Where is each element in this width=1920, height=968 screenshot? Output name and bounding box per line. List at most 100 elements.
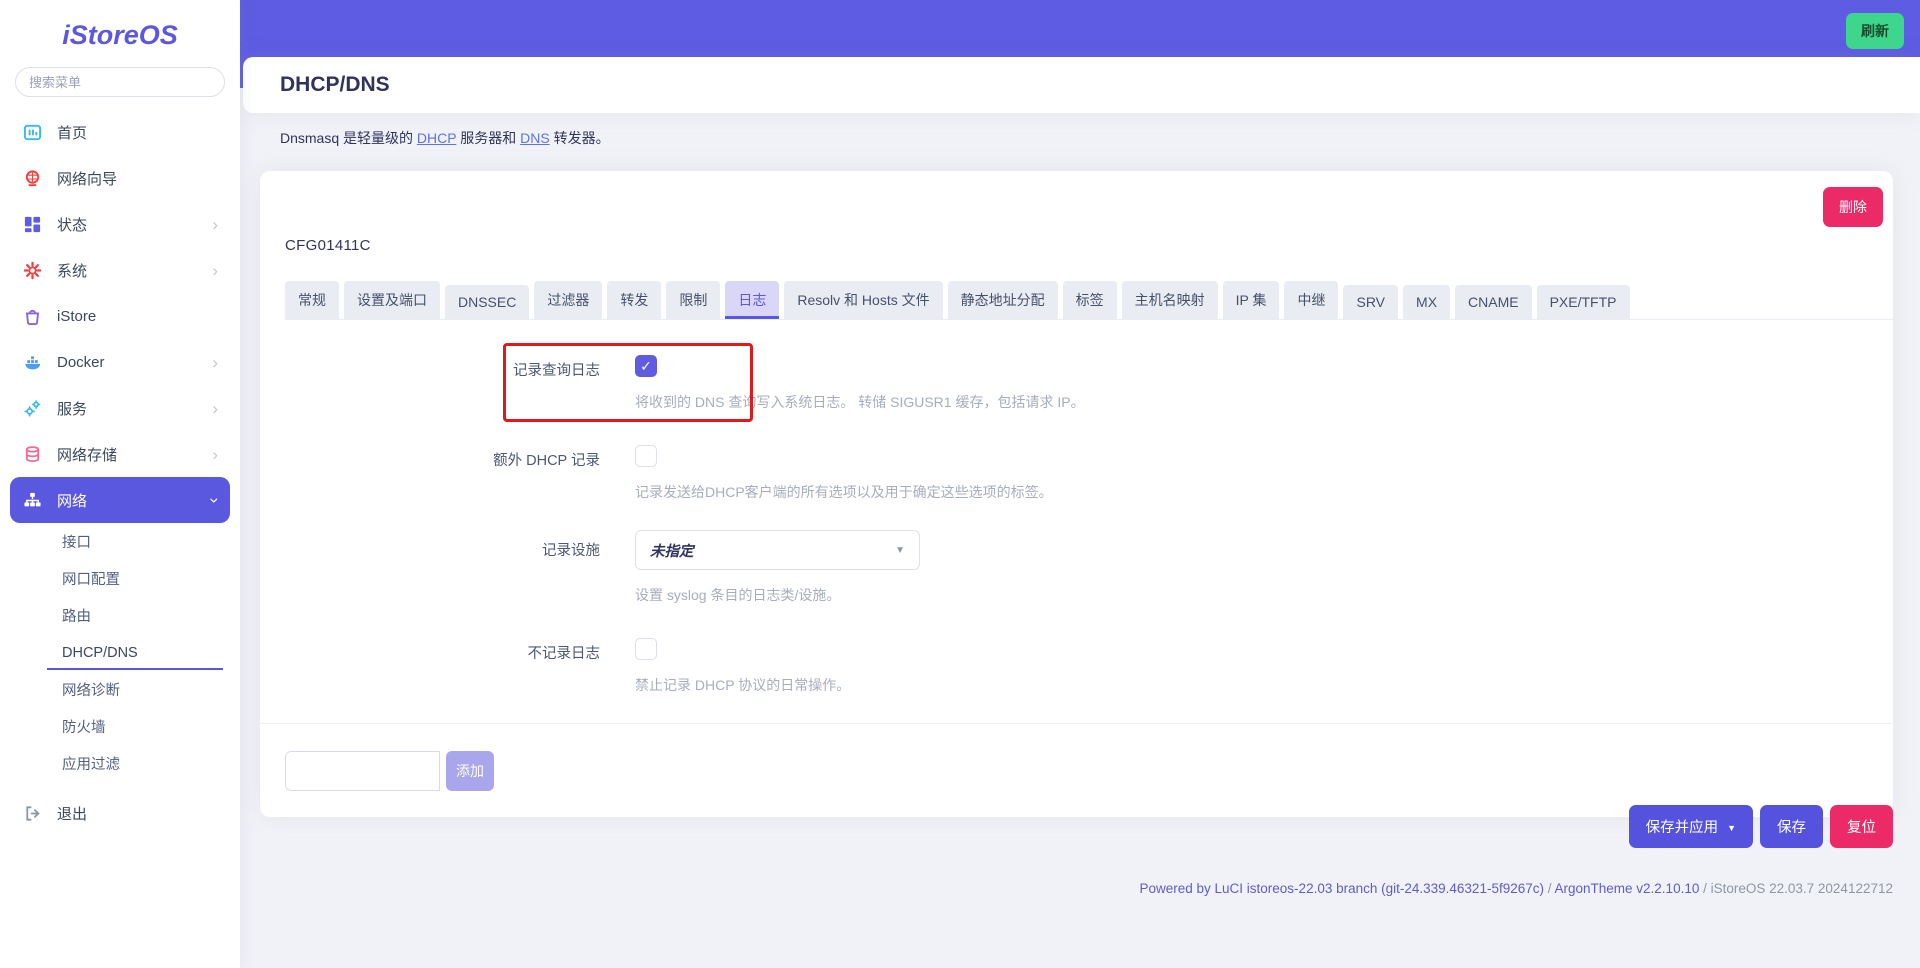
save-apply-button[interactable]: 保存并应用 ▼ [1628, 805, 1753, 848]
sidebar-item-label: Docker [57, 353, 105, 371]
sidebar-item-label: 首页 [57, 124, 88, 142]
sidebar-item-label: 网络 [57, 492, 88, 510]
tab-dnssec[interactable]: DNSSEC [445, 285, 530, 319]
add-section: 添加 [260, 723, 1893, 791]
delete-button[interactable]: 删除 [1823, 187, 1883, 227]
tab-limits[interactable]: 限制 [666, 281, 721, 319]
chevron-right-icon: › [212, 260, 218, 280]
sidebar-item-label: 服务 [57, 400, 88, 418]
dns-link[interactable]: DNS [520, 130, 550, 146]
sidebar-item-network-storage[interactable]: 网络存储 › [10, 431, 230, 477]
tab-pxe-tftp[interactable]: PXE/TFTP [1536, 285, 1630, 319]
sidebar-item-network[interactable]: 网络 › [10, 477, 230, 523]
sidebar-item-istore[interactable]: iStore [10, 293, 230, 339]
sidebar-item-label: 状态 [57, 216, 88, 234]
app-logo: iStoreOS [62, 20, 178, 50]
intro-text: Dnsmasq 是轻量级的 [280, 130, 417, 146]
tab-relay[interactable]: 中继 [1284, 281, 1339, 319]
tab-log[interactable]: 日志 [725, 281, 780, 319]
tab-forward[interactable]: 转发 [607, 281, 662, 319]
chevron-right-icon: › [212, 352, 218, 372]
tab-settings-ports[interactable]: 设置及端口 [344, 281, 440, 319]
sidebar-item-label: 网络存储 [57, 446, 118, 464]
sidebar-item-docker[interactable]: Docker › [10, 339, 230, 385]
caret-down-icon: ▼ [1727, 823, 1736, 834]
sidebar-item-label: 系统 [57, 262, 88, 280]
sidebar-subitem-app-filter[interactable]: 应用过滤 [62, 757, 120, 773]
database-icon [22, 444, 42, 464]
field-description: 将收到的 DNS 查询写入系统日志。 转储 SIGUSR1 缓存，包括请求 IP… [635, 394, 1085, 410]
refresh-button[interactable]: 刷新 [1846, 13, 1904, 49]
sidebar-subitem-firewall[interactable]: 防火墙 [62, 720, 106, 736]
checkmark-icon: ✓ [640, 357, 652, 374]
field-label: 记录设施 [542, 543, 600, 559]
sidebar-item-services[interactable]: 服务 › [10, 385, 230, 431]
tab-ip-sets[interactable]: IP 集 [1222, 281, 1280, 319]
luci-version-link[interactable]: Powered by LuCI istoreos-22.03 branch (g… [1139, 881, 1544, 896]
save-apply-label: 保存并应用 [1645, 820, 1719, 836]
form-row-log-queries: 记录查询日志 ✓ 将收到的 DNS 查询写入系统日志。 转储 SIGUSR1 缓… [285, 350, 1893, 412]
menu-search-input[interactable] [15, 67, 225, 97]
tab-cname[interactable]: CNAME [1455, 285, 1532, 319]
form-row-quiet-dhcp: 不记录日志 ✓ 禁止记录 DHCP 协议的日常操作。 [285, 633, 1893, 695]
sidebar-subitem-dhcp-dns[interactable]: DHCP/DNS [0, 634, 240, 671]
sidebar-subitem-routes[interactable]: 路由 [62, 609, 91, 625]
intro-text: 转发器。 [549, 130, 610, 146]
action-button-bar: 保存并应用 ▼ 保存 复位 [1628, 805, 1893, 848]
log-facility-select[interactable]: 未指定 ▼ [635, 530, 920, 570]
tab-mx[interactable]: MX [1403, 285, 1451, 319]
chevron-right-icon: › [212, 444, 218, 464]
chevron-down-icon: › [205, 497, 225, 503]
page-title: DHCP/DNS [280, 73, 390, 96]
extra-dhcp-log-checkbox[interactable]: ✓ [635, 445, 657, 467]
reset-button[interactable]: 复位 [1830, 805, 1893, 848]
gears-services-icon [22, 398, 42, 418]
tab-tags[interactable]: 标签 [1062, 281, 1117, 319]
field-label: 不记录日志 [527, 646, 601, 662]
sidebar-item-system[interactable]: 系统 › [10, 247, 230, 293]
sidebar-item-network-wizard[interactable]: 网络向导 [10, 155, 230, 201]
add-name-input[interactable] [285, 751, 440, 791]
intro-text: 服务器和 [456, 130, 521, 146]
grid-status-icon [22, 214, 42, 234]
tab-filter[interactable]: 过滤器 [534, 281, 603, 319]
tab-srv[interactable]: SRV [1343, 285, 1399, 319]
field-description: 禁止记录 DHCP 协议的日常操作。 [635, 677, 851, 693]
sidebar: iStoreOS 首页 网络向导 状态 › [0, 0, 240, 968]
field-description: 记录发送给DHCP客户端的所有选项以及用于确定这些选项的标签。 [635, 484, 1053, 500]
sidebar-subitem-interfaces[interactable]: 接口 [62, 535, 91, 551]
sidebar-nav: 首页 网络向导 状态 › 系统 › [0, 109, 240, 836]
firmware-version-text: / iStoreOS 22.03.7 2024122712 [1699, 881, 1893, 896]
log-queries-checkbox[interactable]: ✓ [635, 355, 657, 377]
save-button[interactable]: 保存 [1760, 805, 1823, 848]
tab-resolv-hosts[interactable]: Resolv 和 Hosts 文件 [784, 281, 943, 319]
field-label: 记录查询日志 [513, 363, 600, 379]
settings-tab-bar: 常规 设置及端口 DNSSEC 过滤器 转发 限制 日志 Resolv 和 Ho… [285, 281, 1893, 320]
sidebar-subitem-port-config[interactable]: 网口配置 [62, 572, 120, 588]
field-label: 额外 DHCP 记录 [493, 453, 600, 469]
tab-hostnames[interactable]: 主机名映射 [1121, 281, 1218, 319]
chevron-right-icon: › [212, 214, 218, 234]
log-settings-form: 记录查询日志 ✓ 将收到的 DNS 查询写入系统日志。 转储 SIGUSR1 缓… [285, 350, 1893, 695]
sitemap-network-icon [22, 490, 42, 510]
sidebar-item-logout[interactable]: 退出 [10, 790, 230, 836]
network-submenu: 接口 网口配置 路由 DHCP/DNS 网络诊断 防火墙 应用过滤 [0, 523, 240, 782]
sidebar-subitem-diagnostics[interactable]: 网络诊断 [62, 683, 120, 699]
footer: Powered by LuCI istoreos-22.03 branch (g… [1139, 881, 1893, 896]
config-section-title: CFG01411C [285, 237, 371, 254]
field-description: 设置 syslog 条目的日志类/设施。 [635, 587, 841, 603]
dhcp-settings-card: 删除 CFG01411C 常规 设置及端口 DNSSEC 过滤器 转发 限制 日… [260, 171, 1893, 817]
tab-general[interactable]: 常规 [285, 281, 339, 319]
sidebar-item-home[interactable]: 首页 [10, 109, 230, 155]
theme-version-link[interactable]: ArgonTheme v2.2.10.10 [1554, 881, 1700, 896]
sidebar-item-status[interactable]: 状态 › [10, 201, 230, 247]
caret-down-icon: ▼ [895, 544, 905, 556]
dhcp-link[interactable]: DHCP [416, 130, 457, 146]
add-button[interactable]: 添加 [446, 751, 494, 791]
sidebar-item-label: 退出 [57, 805, 88, 823]
select-value: 未指定 [650, 543, 694, 560]
quiet-dhcp-checkbox[interactable]: ✓ [635, 638, 657, 660]
page-description: Dnsmasq 是轻量级的 DHCP 服务器和 DNS 转发器。 [280, 128, 610, 148]
tab-static-leases[interactable]: 静态地址分配 [947, 281, 1058, 319]
sidebar-item-label: iStore [57, 307, 97, 325]
